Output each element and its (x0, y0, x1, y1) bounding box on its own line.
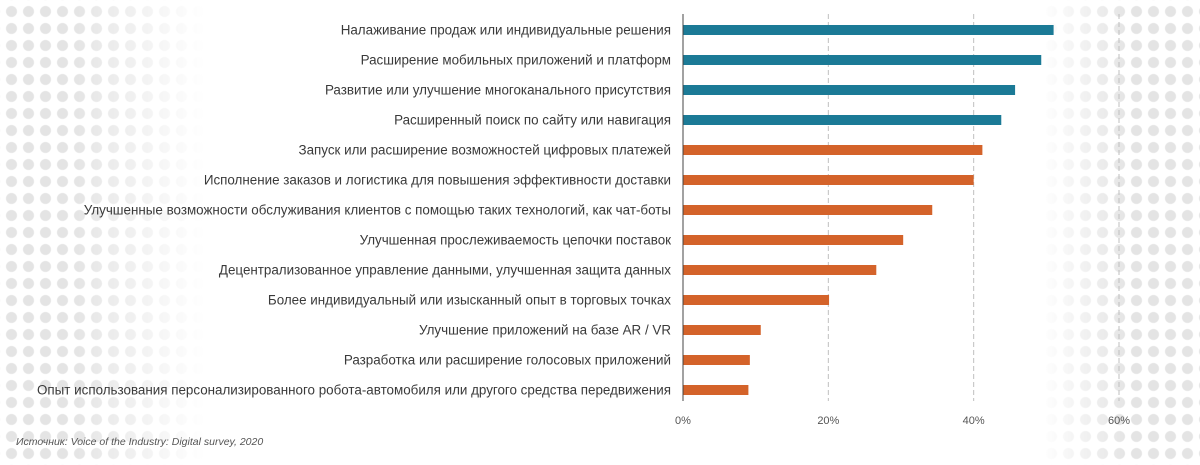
x-tick-labels: 0% 20% 40% 60% (675, 415, 1130, 427)
category-label-7: Улучшенные возможности обслуживания клие… (84, 203, 671, 218)
category-label-4: Расширенный поиск по сайту или навигация (394, 113, 671, 128)
bar-11 (683, 325, 761, 335)
bar-3 (683, 85, 1016, 95)
category-label-2: Расширение мобильных приложений и платфо… (361, 53, 671, 68)
bar-12 (683, 355, 750, 365)
bar-4 (683, 115, 1002, 125)
category-label-13: Опыт использования персонализированного … (37, 383, 671, 398)
category-label-6: Исполнение заказов и логистика для повыш… (204, 173, 671, 188)
x-tick-label-60: 60% (1108, 415, 1130, 427)
dotted-background-left (0, 0, 205, 465)
bars (683, 25, 1054, 395)
category-label-9: Децентрализованное управление данными, у… (219, 263, 671, 278)
x-tick-label-0: 0% (675, 415, 691, 427)
bar-9 (683, 265, 877, 275)
category-label-3: Развитие или улучшение многоканального п… (325, 83, 671, 98)
x-tick-label-20: 20% (817, 415, 839, 427)
category-label-1: Налаживание продаж или индивидуальные ре… (341, 23, 671, 38)
dotted-background-right (1040, 0, 1200, 465)
bar-8 (683, 235, 904, 245)
bar-5 (683, 145, 983, 155)
category-label-12: Разработка или расширение голосовых прил… (344, 353, 671, 368)
bar-13 (683, 385, 749, 395)
category-label-10: Более индивидуальный или изысканный опыт… (268, 293, 671, 308)
category-label-8: Улучшенная прослеживаемость цепочки пост… (360, 233, 672, 248)
source-note: Источник: Voice of the Industry: Digital… (16, 436, 264, 448)
bar-7 (683, 205, 933, 215)
bar-2 (683, 55, 1042, 65)
category-labels: Налаживание продаж или индивидуальные ре… (37, 23, 671, 398)
bar-6 (683, 175, 974, 185)
bar-10 (683, 295, 830, 305)
x-tick-label-40: 40% (963, 415, 985, 427)
category-label-11: Улучшение приложений на базе AR / VR (419, 323, 671, 338)
bar-1 (683, 25, 1054, 35)
category-label-5: Запуск или расширение возможностей цифро… (299, 143, 671, 158)
